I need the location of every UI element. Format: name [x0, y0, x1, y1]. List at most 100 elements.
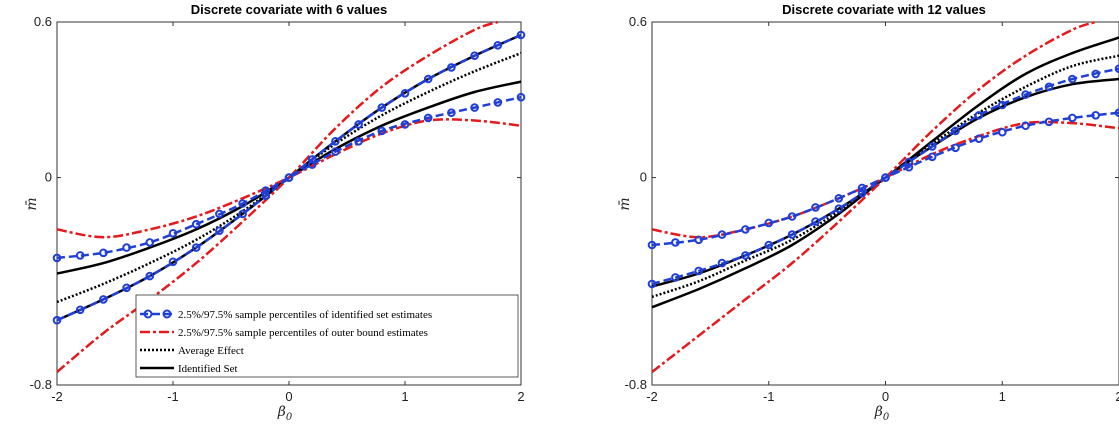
x-axis-label: β0: [874, 404, 890, 423]
series-marker: [951, 126, 960, 136]
series-line-dashed-markers-lower: [651, 111, 1119, 247]
series-line-dashed-markers-upper: [56, 33, 522, 322]
series-marker: [951, 143, 960, 153]
series-marker: [1021, 90, 1030, 99]
series-marker: [122, 243, 131, 252]
tick-layer: -2 -1 0 1 2 -0.8 0 0.6: [625, 14, 1119, 404]
x-tick-label: -2: [51, 389, 63, 404]
x-tick-label: 2: [517, 389, 524, 404]
y-axis-label: m̄: [24, 197, 40, 210]
series-marker: [671, 273, 680, 282]
y-tick-label: -0.8: [625, 377, 647, 392]
series-marker: [974, 111, 984, 120]
x-tick-label: 1: [401, 389, 408, 404]
series-marker: [470, 103, 479, 112]
series-marker: [811, 203, 820, 212]
y-tick-label: 0.6: [34, 14, 52, 29]
series-marker: [400, 89, 410, 98]
x-axis-label-text: β: [874, 404, 883, 420]
series-marker: [307, 160, 317, 169]
panel-6-values: Discrete covariate with 6 values -2 -1 0 1 2…: [24, 2, 526, 423]
series-marker: [694, 266, 704, 276]
series-line-dashed-markers-lower: [56, 95, 522, 260]
x-axis-label-text: β: [277, 404, 286, 420]
legend-entry-identified-set-percentiles: 2.5%/97.5% sample percentiles of identif…: [140, 309, 432, 321]
series-line-dotted-main: [651, 54, 1119, 298]
series-marker: [927, 142, 937, 151]
legend-label: Identified Set: [178, 363, 238, 375]
series-marker: [998, 100, 1007, 110]
y-tick-label: 0: [640, 170, 647, 185]
y-tick-label: -0.8: [30, 377, 52, 392]
series-marker: [470, 51, 479, 61]
series-marker: [1021, 121, 1030, 130]
series-marker: [493, 98, 503, 107]
series-marker: [191, 243, 201, 252]
series-marker: [238, 209, 247, 219]
series-marker: [52, 315, 62, 325]
series-marker: [927, 152, 937, 162]
series-marker: [261, 191, 271, 200]
series-marker: [787, 230, 797, 239]
legend-marker-circle: [162, 309, 172, 319]
series-marker: [145, 238, 155, 247]
svg-text:β0: β0: [874, 404, 890, 423]
series-marker: [331, 147, 340, 156]
series-marker: [99, 295, 108, 304]
series-marker: [1091, 111, 1100, 120]
series-marker: [834, 194, 844, 203]
x-tick-label: 1: [999, 389, 1006, 404]
series-marker: [741, 225, 750, 234]
series-marker: [1044, 82, 1054, 92]
series-marker: [764, 218, 774, 228]
x-tick-label: 2: [1115, 389, 1119, 404]
legend-entry-average-effect: Average Effect: [140, 345, 244, 357]
series-marker: [834, 204, 844, 213]
series-marker: [717, 230, 727, 239]
series-marker: [307, 155, 317, 164]
series-marker: [881, 173, 890, 182]
series-line-dashdot-lower: [56, 118, 522, 239]
x-axis-label-subscript: 0: [883, 412, 890, 423]
series-marker: [168, 229, 178, 238]
series-marker: [694, 235, 704, 245]
series-marker: [974, 134, 984, 143]
series-marker: [1044, 117, 1054, 127]
x-tick-label: -2: [646, 389, 658, 404]
y-axis-label: m̄: [617, 197, 633, 210]
series-layer: [52, 20, 526, 373]
series-marker: [354, 137, 363, 146]
series-marker: [493, 41, 503, 50]
series-marker: [238, 199, 247, 208]
series-marker: [1091, 69, 1100, 79]
series-marker: [423, 113, 433, 123]
series-marker: [857, 183, 867, 193]
series-layer: [647, 20, 1119, 373]
series-marker: [764, 240, 774, 250]
x-axis-label-subscript: 0: [286, 412, 293, 423]
series-marker: [447, 108, 456, 117]
x-tick-label: 0: [285, 389, 292, 404]
series-marker: [647, 240, 657, 250]
series-marker: [215, 209, 224, 219]
legend-label: 2.5%/97.5% sample percentiles of outer b…: [178, 327, 428, 339]
series-marker: [122, 283, 131, 293]
series-marker: [52, 253, 62, 263]
series-marker: [261, 186, 271, 195]
series-marker: [284, 173, 294, 182]
series-marker: [447, 63, 456, 72]
series-marker: [423, 74, 433, 84]
series-marker: [75, 305, 85, 315]
legend-box: [135, 294, 519, 378]
series-marker: [787, 212, 797, 221]
series-marker: [331, 137, 340, 146]
series-marker: [354, 120, 363, 129]
series-marker: [377, 126, 387, 136]
x-axis-label: β0: [277, 404, 293, 423]
series-marker: [75, 251, 85, 260]
series-marker: [99, 248, 108, 258]
series-marker: [215, 226, 224, 235]
series-marker: [647, 279, 657, 289]
series-line-dashdot-lower: [651, 120, 1119, 239]
series-marker: [377, 103, 387, 112]
